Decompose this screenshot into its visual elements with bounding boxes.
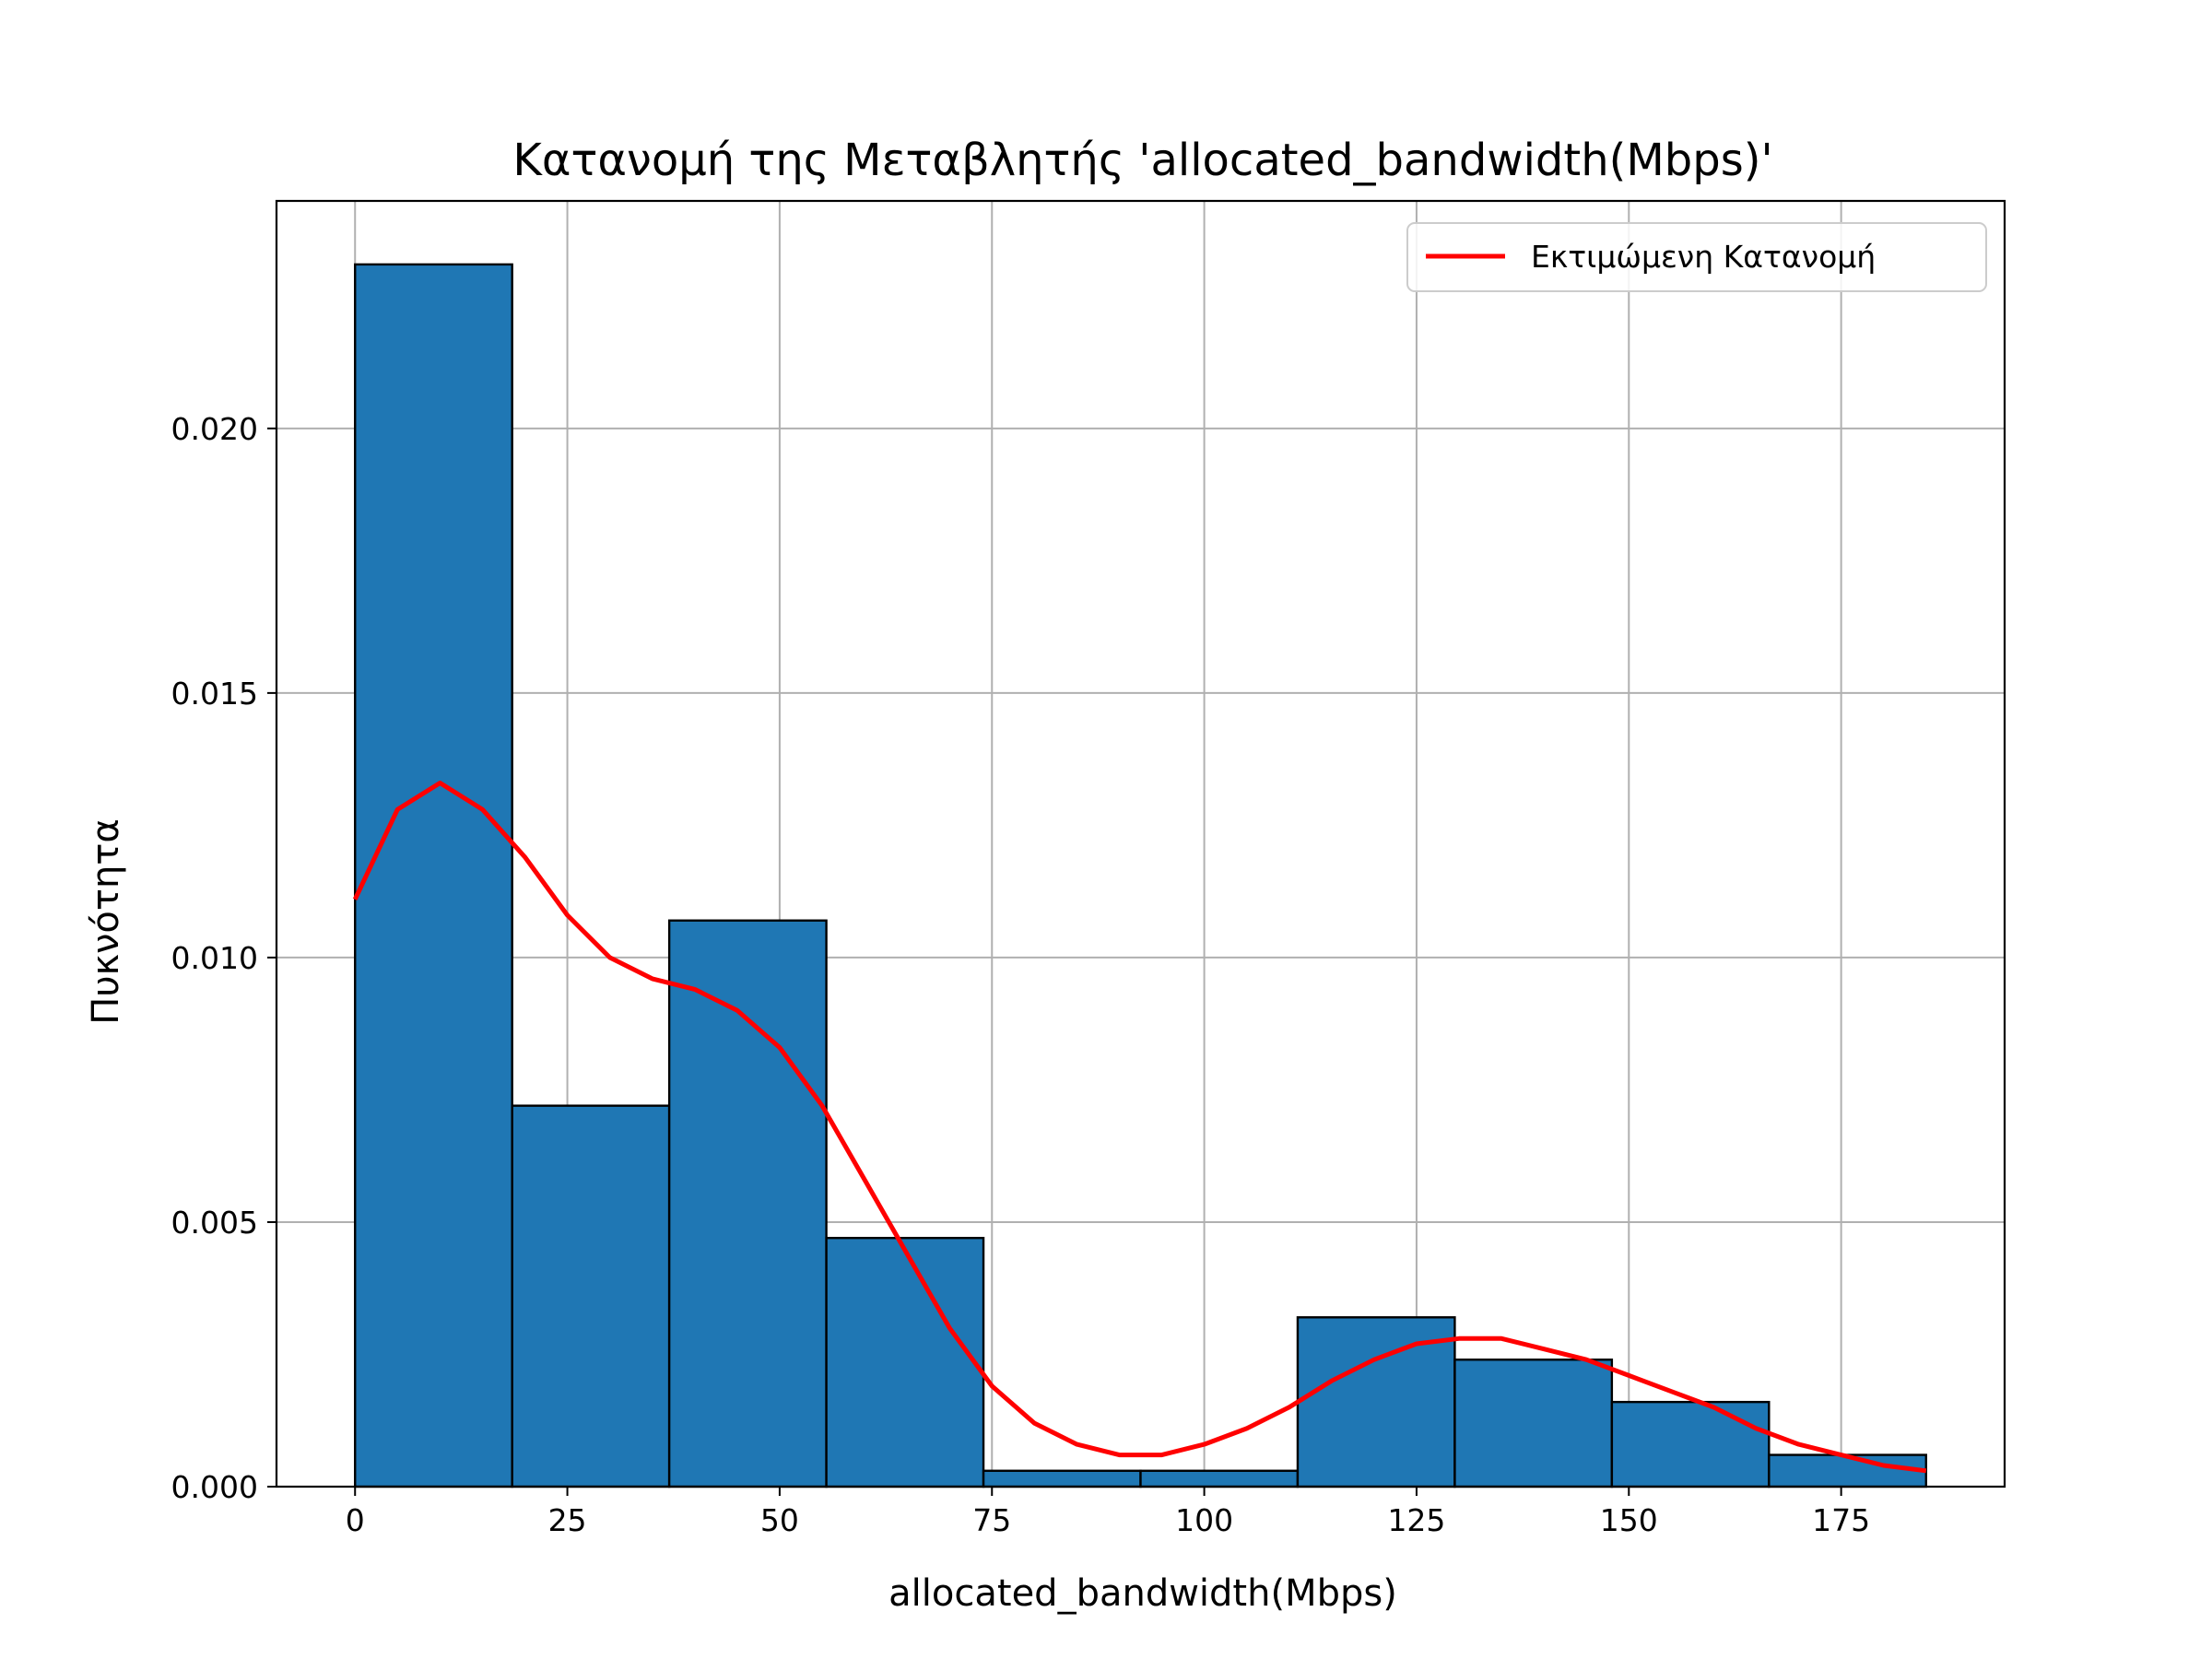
- legend-label-kde: Εκτιμώμενη Κατανομή: [1531, 239, 1876, 275]
- legend: Εκτιμώμενη Κατανομή: [1406, 222, 1987, 292]
- x-tick-label-3: 75: [972, 1502, 1011, 1538]
- x-tick-label-4: 100: [1175, 1502, 1233, 1538]
- y-axis-ticks: 0.000 0.005 0.010 0.015 0.020: [171, 411, 276, 1505]
- histogram-bars: [354, 263, 1927, 1488]
- grid: [276, 201, 2005, 1488]
- histogram-bar-2: [667, 919, 828, 1488]
- plot-frame: [275, 199, 2006, 1488]
- chart-title: Κατανομή της Μεταβλητής 'allocated_bandw…: [512, 135, 1772, 186]
- x-tick-label-6: 150: [1600, 1502, 1658, 1538]
- y-tick-label-2: 0.010: [171, 940, 258, 976]
- x-axis-label: allocated_bandwidth(Mbps): [888, 1572, 1397, 1615]
- histogram-bar-9: [1768, 1453, 1927, 1488]
- histogram-bar-4: [982, 1469, 1142, 1488]
- y-tick-label-0: 0.000: [171, 1469, 258, 1505]
- y-tick-label-1: 0.005: [171, 1205, 258, 1241]
- histogram-bar-0: [354, 263, 513, 1488]
- x-axis-ticks: 0 25 50 75 100 125 150 175: [346, 1487, 1870, 1538]
- x-tick-label-5: 125: [1387, 1502, 1445, 1538]
- kde-line: [352, 781, 1927, 1474]
- x-tick-label-0: 0: [346, 1502, 365, 1538]
- x-tick-label-7: 175: [1812, 1502, 1870, 1538]
- legend-box: [1406, 222, 1987, 292]
- x-tick-label-2: 50: [760, 1502, 799, 1538]
- y-axis-label: Πυκνότητα: [85, 818, 127, 1025]
- histogram-bar-3: [825, 1236, 985, 1488]
- y-tick-label-4: 0.020: [171, 411, 258, 447]
- histogram-bar-1: [511, 1104, 671, 1488]
- histogram-bar-5: [1139, 1469, 1300, 1488]
- y-tick-label-3: 0.015: [171, 676, 258, 712]
- x-tick-label-1: 25: [548, 1502, 587, 1538]
- histogram-bar-8: [1610, 1400, 1771, 1488]
- histogram-bar-7: [1453, 1359, 1614, 1488]
